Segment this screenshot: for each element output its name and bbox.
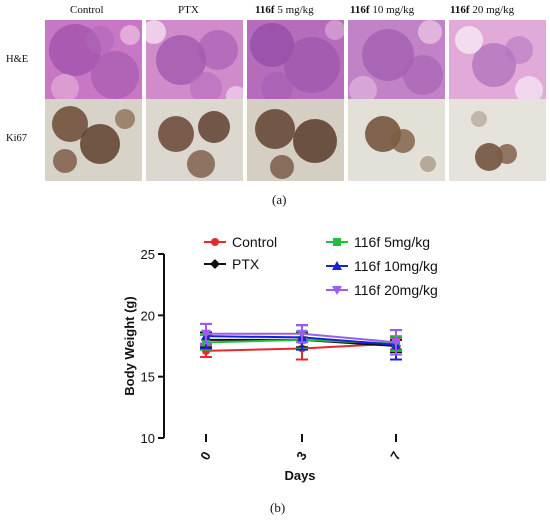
- column-label-ptx: PTX: [178, 4, 199, 16]
- column-label-control: Control: [70, 4, 104, 16]
- he-image-ptx: [146, 20, 243, 102]
- legend-marker: [211, 238, 219, 246]
- x-axis-title: Days: [284, 468, 315, 483]
- column-label-116f-20: 116f 20 mg/kg: [450, 4, 515, 16]
- he-image-116f-10: [348, 20, 445, 102]
- legend-marker: [210, 259, 220, 269]
- legend-marker: [332, 261, 342, 270]
- ki67-image-116f-20: [449, 99, 546, 181]
- he-image-116f-20: [449, 20, 546, 102]
- row-label-ki67: Ki67: [6, 133, 27, 144]
- column-label-116f-10: 116f 10 mg/kg: [350, 4, 415, 16]
- y-tick-label: 20: [141, 308, 155, 323]
- he-image-control: [45, 20, 142, 102]
- ki67-image-control: [45, 99, 142, 181]
- ki67-image-116f-10: [348, 99, 445, 181]
- ki67-image-ptx: [146, 99, 243, 181]
- y-axis-title: Body Weight (g): [122, 296, 137, 395]
- data-point: [297, 329, 307, 339]
- y-tick-label: 25: [141, 247, 155, 262]
- x-tick-label: 0: [197, 449, 214, 463]
- legend-label: PTX: [232, 256, 260, 272]
- row-label-he: H&E: [6, 54, 29, 65]
- body-weight-chart: 10 15 20 25 0 3 7 Body Weight (g) Days Control PTX…: [122, 234, 438, 483]
- he-image-116f-5: [247, 20, 344, 102]
- ki67-image-116f-5: [247, 99, 344, 181]
- legend-marker: [332, 286, 342, 295]
- legend-label: 116f 5mg/kg: [354, 234, 430, 250]
- panel-label-b: (b): [270, 500, 286, 515]
- x-tick-label: 7: [387, 449, 404, 463]
- legend-label: 116f 20mg/kg: [354, 282, 438, 298]
- legend-label: Control: [232, 234, 277, 250]
- panel-label-a: (a): [272, 192, 287, 207]
- x-tick-label: 3: [293, 449, 310, 463]
- legend-marker: [333, 238, 341, 246]
- data-point: [391, 338, 401, 348]
- data-point: [201, 329, 211, 339]
- legend-label: 116f 10mg/kg: [354, 258, 438, 274]
- y-tick-label: 15: [141, 370, 155, 385]
- y-tick-label: 10: [141, 431, 155, 446]
- column-label-116f-5: 116f 5 mg/kg: [255, 4, 314, 16]
